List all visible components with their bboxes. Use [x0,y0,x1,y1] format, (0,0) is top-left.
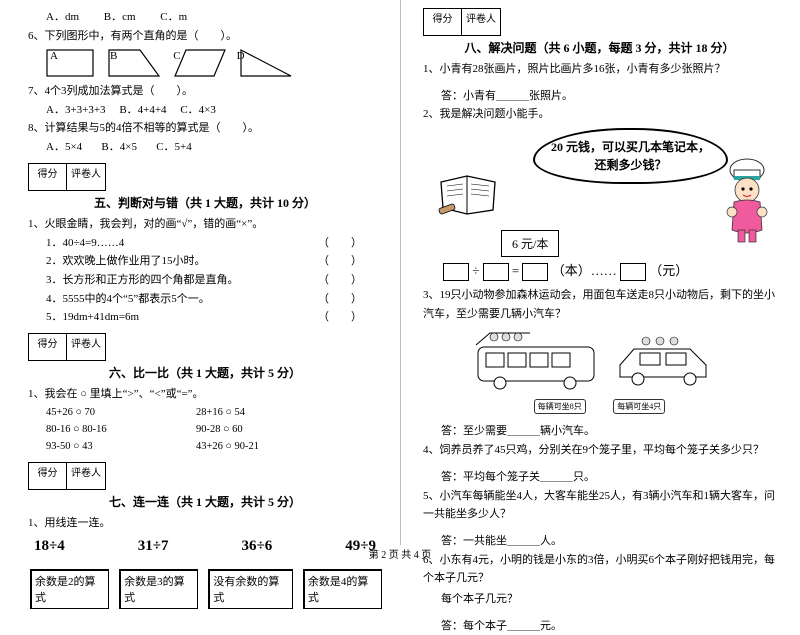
opt-c: C．m [160,11,187,23]
label-a: A [50,47,58,66]
sec6-intro: 1、我会在 ○ 里填上“>”、“<”或“=”。 [28,385,382,404]
sec7-intro: 1、用线连一连。 [28,514,382,533]
cmp-3r: 43+26 ○ 90-21 [196,438,346,455]
r-q4: 4、饲养员养了45只鸡，分别关在9个笼子里，平均每个笼子关多少只？ [423,441,776,460]
r-q6-sub: 每个本子几元？ [423,590,776,609]
q7-opt-a: A．3+3+3+3 [46,104,106,116]
r-q6-ans: 答：每个本子＿＿＿元。 [423,617,776,635]
q8-opt-a: A．5×4 [46,141,82,153]
sec5-intro: 1、火眼金睛，我会判，对的画“√”，错的画“×”。 [28,215,382,234]
grader-label: 评卷人 [67,463,105,489]
label-d: D [237,47,245,66]
sec5-item-3: 3．长方形和正方形的四个角都是直角。 [46,274,239,286]
paren: （ ） [318,290,362,309]
answer-boxes: 余数是2的算式 余数是3的算式 没有余数的算式 余数是4的算式 [28,569,382,609]
eq-box [443,263,469,281]
section-5-title: 五、判断对与错（共 1 大题，共计 10 分） [28,194,382,211]
sec5-item-4: 4．5555中的4个“5”都表示5个一。 [46,293,210,305]
cloud-line-1: 20 元钱，可以买几本笔记本， [551,138,710,156]
section-7-title: 七、连一连（共 1 大题，共计 5 分） [28,493,382,510]
r-q1: 1、小青有28张画片，照片比画片多16张，小青有多少张照片？ [423,60,776,79]
price-box: 6 元/本 [501,230,559,257]
eq-box [620,263,646,281]
paren: （ ） [318,308,362,327]
sec5-list: 1．40÷4=9……4 （ ） 2．欢欢晚上做作业用了15小时。 （ ） 3．长方形… [28,234,382,327]
cmp-2r: 90-28 ○ 60 [196,421,346,438]
paren: （ ） [318,234,362,253]
score-label: 得分 [29,463,67,489]
score-box-5: 得分 评卷人 [28,163,106,191]
cmp-2l: 80-16 ○ 80-16 [46,421,196,438]
page-footer: 第 2 页 共 4 页 [0,546,800,561]
speech-cloud: 20 元钱，可以买几本笔记本， 还剩多少钱？ [533,128,728,184]
q8-text: 8、计算结果与5的4倍不相等的算式是（ ）。 [28,119,382,138]
ans-box-a: 余数是2的算式 [30,569,109,609]
grader-label: 评卷人 [67,334,105,360]
tag-car: 每辆可坐4只 [613,399,665,414]
cloud-line-2: 还剩多少钱？ [551,156,710,174]
r-q3-ans: 答：至少需要＿＿＿辆小汽车。 [423,422,776,441]
q7-opt-b: B．4+4+4 [119,104,166,116]
cmp-3l: 93-50 ○ 43 [46,438,196,455]
score-label: 得分 [29,164,67,190]
q8-options: A．5×4 B．4×5 C．5+4 [28,138,382,157]
q6-text: 6、下列图形中，有两个直角的是（ ）。 [28,27,382,46]
r-q1-ans: 答：小青有＿＿＿张照片。 [423,87,776,106]
scene-tags: 每辆可坐8只 每辆可坐4只 [423,399,776,414]
grader-label: 评卷人 [462,9,500,35]
score-label: 得分 [29,334,67,360]
notebook-icon [437,172,499,216]
paren: （ ） [318,252,362,271]
r-q5: 5、小汽车每辆能坐4人，大客车能坐25人，有3辆小汽车和1辆大客车，问一共能坐多… [423,487,776,524]
grader-label: 评卷人 [67,164,105,190]
tag-bus: 每辆可坐8只 [534,399,586,414]
q8-opt-b: B．4×5 [101,141,137,153]
q7-text: 7、4个3列成加法算式是（ ）。 [28,82,382,101]
opt-a: A．dm [46,11,79,23]
q7-options: A．3+3+3+3 B．4+4+4 C．4×3 [28,101,382,120]
label-c: C [173,47,180,66]
paren: （ ） [318,271,362,290]
q7-opt-c: C．4×3 [180,104,216,116]
score-box-7: 得分 评卷人 [28,462,106,490]
eq-box [522,263,548,281]
vehicles-scene-icon [470,327,730,399]
eq-tail-2: （元） [649,263,688,278]
r-q2: 2、我是解决问题小能手。 [423,105,776,124]
compare-grid: 45+26 ○ 7028+16 ○ 54 80-16 ○ 80-1690-28 … [28,404,382,456]
sec5-item-5: 5．19dm+41dm=6m [46,311,139,323]
score-label: 得分 [424,9,462,35]
q8-opt-c: C．5+4 [156,141,192,153]
shape-d-right-triangle [240,49,292,77]
ans-box-b: 余数是3的算式 [119,569,198,609]
eq-tail-1: （本）…… [552,263,617,278]
ans-box-d: 余数是4的算式 [303,569,382,609]
chef-icon [718,156,776,244]
score-box-6: 得分 评卷人 [28,333,106,361]
shape-c-parallelogram [174,49,226,77]
cmp-1l: 45+26 ○ 70 [46,404,196,421]
label-b: B [110,47,117,66]
score-box-8: 得分 评卷人 [423,8,501,36]
section-8-title: 八、解决问题（共 6 小题，每题 3 分，共计 18 分） [423,39,776,56]
eq-box [483,263,509,281]
equation-line: ÷ = （本）…… （元） [423,258,776,284]
opt-b: B．cm [104,11,136,23]
r-q3: 3、19只小动物参加森林运动会，用面包车送走8只小动物后，剩下的坐小汽车，至少需… [423,286,776,323]
r-q4-ans: 答：平均每个笼子关＿＿＿只。 [423,468,776,487]
ans-box-c: 没有余数的算式 [208,569,292,609]
sec5-item-2: 2．欢欢晚上做作业用了15小时。 [46,255,206,267]
section-6-title: 六、比一比（共 1 大题，共计 5 分） [28,364,382,381]
q2-scene: 20 元钱，可以买几本笔记本， 还剩多少钱？ [423,128,776,258]
cmp-1r: 28+16 ○ 54 [196,404,346,421]
sec5-item-1: 1．40÷4=9……4 [46,237,124,249]
q5-options: A．dm B．cm C．m [28,8,382,27]
